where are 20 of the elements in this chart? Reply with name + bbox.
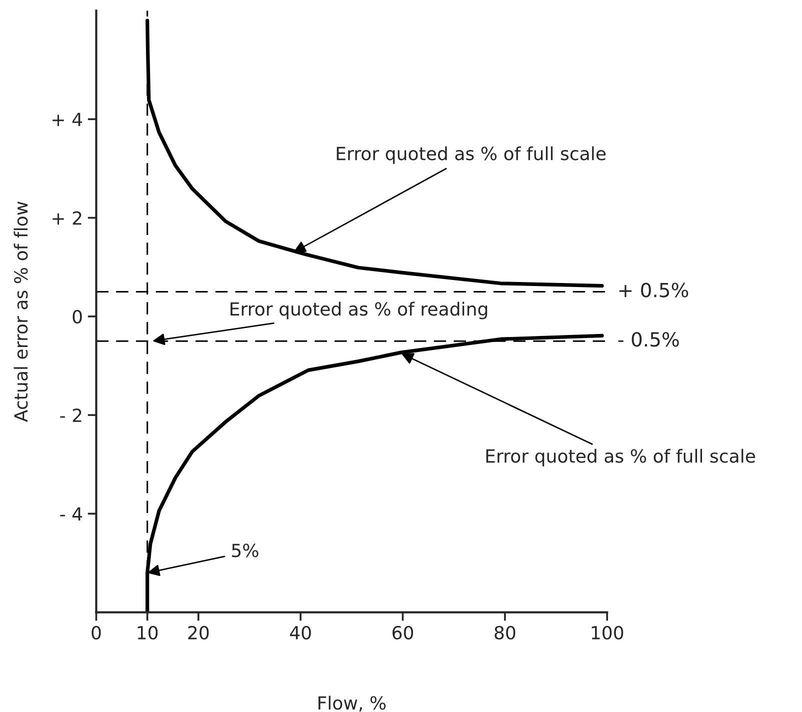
x-tick-label: 20 xyxy=(188,626,209,640)
y-axis-title: Actual error as % of flow xyxy=(14,202,28,422)
x-tick-label: 10 xyxy=(138,626,158,640)
y-tick-label: - 4 xyxy=(60,507,82,521)
y-tick-label: - 2 xyxy=(60,408,82,422)
annotation: Error quoted as % of full scale xyxy=(486,448,756,466)
annotation: Error quoted as % of full scale xyxy=(336,146,606,164)
x-axis-title: Flow, % xyxy=(318,696,386,712)
x-tick-label: 100 xyxy=(592,626,624,640)
x-tick-label: 40 xyxy=(290,626,311,640)
y-tick-label: + 4 xyxy=(52,112,82,126)
x-tick-label: 0 xyxy=(92,626,101,640)
annotation: 5% xyxy=(232,544,258,558)
x-tick-label: 80 xyxy=(494,626,516,640)
ref-line-label: + 0.5% xyxy=(619,282,688,298)
y-tick-label: 0 xyxy=(72,310,82,324)
y-tick-label: + 2 xyxy=(52,211,82,225)
ref-line-label: - 0.5% xyxy=(618,332,679,347)
x-tick-label: 60 xyxy=(392,626,414,640)
annotation: Error quoted as % of reading xyxy=(230,302,488,320)
